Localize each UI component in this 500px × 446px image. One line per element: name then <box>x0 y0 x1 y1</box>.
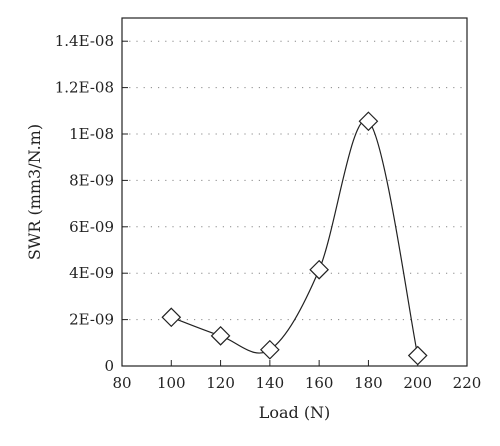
y-axis-title: SWR (mm3/N.m) <box>25 124 44 260</box>
x-tick-label: 200 <box>403 374 432 392</box>
x-tick-label: 100 <box>157 374 186 392</box>
data-point-marker <box>407 345 428 366</box>
y-tick-label: 0 <box>104 357 114 375</box>
grid-lines <box>122 40 467 321</box>
y-tick-label: 8E-09 <box>69 171 114 189</box>
x-tick-label: 160 <box>305 374 334 392</box>
plot-area-frame <box>121 17 468 367</box>
series <box>161 111 428 366</box>
data-point-marker <box>161 307 182 328</box>
y-tick-label: 4E-09 <box>69 264 114 282</box>
y-axis: 0 2E-09 4E-09 6E-09 8E-09 1E-08 1.2E-08 1.4E-08 <box>55 32 128 375</box>
data-point-marker <box>358 111 379 132</box>
x-tick-label: 220 <box>453 374 482 392</box>
y-tick-label: 1.2E-08 <box>55 79 114 97</box>
x-tick-label: 80 <box>112 374 131 392</box>
data-point-marker <box>260 339 280 360</box>
y-tick-label: 6E-09 <box>69 218 114 236</box>
x-tick-label: 140 <box>256 374 285 392</box>
data-point-marker <box>309 259 329 280</box>
x-tick-label: 180 <box>354 374 383 392</box>
y-tick-label: 2E-09 <box>69 311 114 329</box>
x-axis-title: Load (N) <box>259 403 331 422</box>
x-tick-label: 120 <box>206 374 235 392</box>
series-line <box>171 119 419 356</box>
data-point-marker <box>210 325 231 346</box>
y-tick-label: 1E-08 <box>69 125 114 143</box>
x-axis: 80 100 120 140 160 180 200 220 <box>112 360 481 392</box>
y-tick-label: 1.4E-08 <box>55 32 114 50</box>
